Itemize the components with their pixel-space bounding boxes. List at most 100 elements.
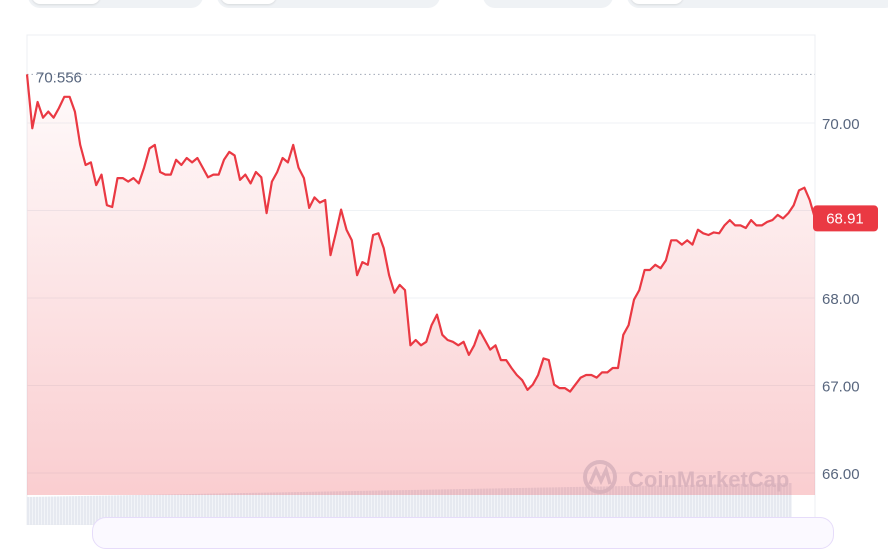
- volume-bar: [444, 489, 447, 525]
- volume-bar: [291, 492, 294, 525]
- y-tick-label: 70.00: [822, 116, 860, 133]
- volume-bar: [321, 491, 324, 525]
- volume-bar: [150, 494, 153, 525]
- volume-bar: [273, 492, 276, 525]
- volume-bar: [465, 488, 468, 525]
- volume-bar: [84, 495, 87, 525]
- volume-bar: [495, 488, 498, 525]
- volume-bar: [738, 483, 741, 525]
- volume-bar: [606, 486, 609, 525]
- volume-bar: [663, 485, 666, 525]
- volume-bar: [27, 497, 30, 525]
- volume-bar: [174, 494, 177, 525]
- volume-bar: [237, 493, 240, 525]
- volume-bar: [216, 493, 219, 525]
- volume-bar: [249, 492, 252, 525]
- top-tab-2[interactable]: [217, 0, 440, 8]
- price-chart[interactable]: CoinMarketCap 70.556 70.0068.0067.0066.0…: [0, 0, 888, 525]
- volume-bar: [459, 489, 462, 525]
- volume-bar: [270, 492, 273, 525]
- volume-bar: [585, 486, 588, 525]
- top-tab-3[interactable]: [483, 0, 613, 8]
- volume-bar: [441, 489, 444, 525]
- volume-bar: [294, 492, 297, 525]
- volume-bar: [297, 492, 300, 525]
- volume-bar: [429, 489, 432, 525]
- volume-bar: [201, 493, 204, 525]
- volume-bar: [621, 486, 624, 525]
- volume-bar: [720, 484, 723, 525]
- open-reference-label: 70.556: [36, 69, 82, 86]
- volume-bar: [600, 486, 603, 525]
- volume-bar: [318, 491, 321, 525]
- volume-bar: [636, 485, 639, 525]
- volume-bar: [732, 484, 735, 525]
- volume-bar: [162, 494, 165, 525]
- volume-bar: [528, 487, 531, 525]
- volume-bar: [537, 487, 540, 525]
- volume-bar: [492, 488, 495, 525]
- volume-bar: [504, 488, 507, 525]
- volume-bar: [450, 489, 453, 525]
- volume-bar: [654, 485, 657, 525]
- volume-bar: [315, 491, 318, 525]
- volume-bar: [300, 491, 303, 525]
- volume-bar: [627, 485, 630, 525]
- volume-bar: [144, 494, 147, 525]
- volume-bar: [741, 483, 744, 525]
- volume-bar: [177, 494, 180, 525]
- volume-bar: [507, 488, 510, 525]
- volume-bar: [714, 484, 717, 525]
- bottom-card: [92, 517, 834, 549]
- volume-bar: [402, 490, 405, 525]
- price-area: [27, 74, 815, 496]
- volume-bar: [48, 496, 51, 525]
- volume-bar: [342, 491, 345, 525]
- volume-bar: [363, 490, 366, 525]
- volume-bar: [471, 488, 474, 525]
- volume-bar: [594, 486, 597, 525]
- volume-bar: [165, 494, 168, 525]
- volume-bar: [501, 488, 504, 525]
- volume-bar: [189, 494, 192, 525]
- y-tick-label: 66.00: [822, 466, 860, 483]
- volume-bar: [90, 495, 93, 525]
- volume-bar: [78, 496, 81, 525]
- top-tab-4[interactable]: [627, 0, 888, 8]
- volume-bar: [648, 485, 651, 525]
- volume-bar: [222, 493, 225, 525]
- volume-bar: [789, 483, 792, 525]
- volume-bar: [234, 493, 237, 525]
- volume-bar: [339, 491, 342, 525]
- volume-bar: [387, 490, 390, 525]
- volume-bar: [276, 492, 279, 525]
- volume-bar: [786, 483, 789, 525]
- volume-bar: [369, 490, 372, 525]
- volume-bar: [783, 483, 786, 525]
- volume-bar: [114, 495, 117, 525]
- volume-bar: [432, 489, 435, 525]
- top-tab-1[interactable]: [28, 0, 203, 8]
- volume-bar: [759, 483, 762, 525]
- volume-bar: [546, 487, 549, 525]
- volume-bar: [543, 487, 546, 525]
- volume-bar: [453, 489, 456, 525]
- volume-bar: [570, 487, 573, 525]
- volume-bar: [582, 486, 585, 525]
- volume-bar: [540, 487, 543, 525]
- volume-bar: [36, 496, 39, 525]
- volume-bar: [438, 489, 441, 525]
- volume-bar: [312, 491, 315, 525]
- volume-bar: [129, 495, 132, 525]
- volume-bar: [303, 491, 306, 525]
- volume-bar: [603, 486, 606, 525]
- volume-bar: [324, 491, 327, 525]
- volume-bar: [690, 484, 693, 525]
- volume-bar: [765, 483, 768, 525]
- volume-bar: [567, 487, 570, 525]
- volume-bar: [366, 490, 369, 525]
- volume-bar: [171, 494, 174, 525]
- volume-bar: [375, 490, 378, 525]
- volume-bar: [255, 492, 258, 525]
- volume-bar: [336, 491, 339, 525]
